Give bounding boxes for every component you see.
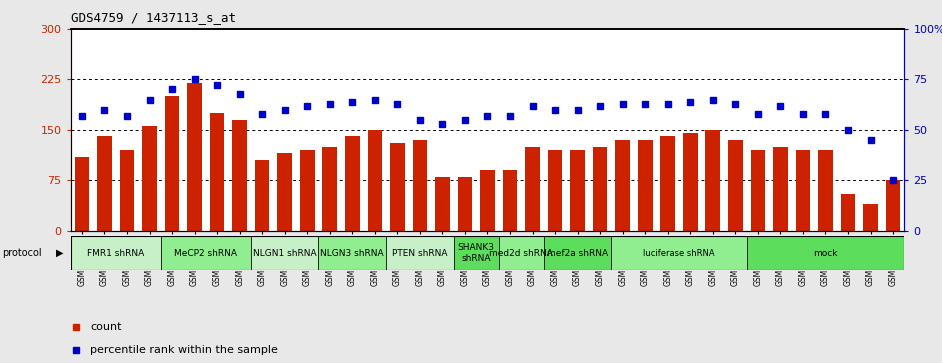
Bar	[503, 170, 517, 231]
Bar	[367, 130, 382, 231]
Text: percentile rank within the sample: percentile rank within the sample	[90, 345, 278, 355]
Bar	[706, 130, 720, 231]
Bar	[863, 204, 878, 231]
Bar	[458, 177, 472, 231]
Text: mef2a shRNA: mef2a shRNA	[547, 249, 609, 258]
Text: SHANK3
shRNA: SHANK3 shRNA	[458, 244, 495, 263]
Bar	[547, 150, 562, 231]
Bar	[161, 236, 251, 270]
Bar	[747, 236, 904, 270]
Text: protocol: protocol	[2, 248, 41, 258]
Bar	[233, 120, 247, 231]
Bar	[435, 177, 449, 231]
Bar	[796, 150, 810, 231]
Text: count: count	[90, 322, 122, 333]
Text: PTEN shRNA: PTEN shRNA	[392, 249, 447, 258]
Bar	[638, 140, 653, 231]
Bar	[526, 147, 540, 231]
Bar	[751, 150, 765, 231]
Bar	[210, 113, 224, 231]
Text: ▶: ▶	[56, 248, 63, 258]
Bar	[615, 140, 630, 231]
Text: MeCP2 shRNA: MeCP2 shRNA	[174, 249, 237, 258]
Bar	[120, 150, 135, 231]
Bar	[454, 236, 498, 270]
Bar	[277, 153, 292, 231]
Bar	[773, 147, 788, 231]
Text: GDS4759 / 1437113_s_at: GDS4759 / 1437113_s_at	[71, 11, 236, 24]
Bar	[390, 143, 405, 231]
Bar	[142, 126, 156, 231]
Text: NLGN1 shRNA: NLGN1 shRNA	[252, 249, 317, 258]
Text: NLGN3 shRNA: NLGN3 shRNA	[320, 249, 384, 258]
Bar	[386, 236, 454, 270]
Bar	[480, 170, 495, 231]
Text: luciferase shRNA: luciferase shRNA	[643, 249, 715, 258]
Bar	[251, 236, 318, 270]
Bar	[840, 193, 855, 231]
Text: mock: mock	[813, 249, 837, 258]
Bar	[885, 180, 901, 231]
Text: FMR1 shRNA: FMR1 shRNA	[87, 249, 144, 258]
Bar	[660, 136, 675, 231]
Bar	[300, 150, 315, 231]
Text: med2d shRNA: med2d shRNA	[489, 249, 553, 258]
Bar	[683, 133, 698, 231]
Bar	[570, 150, 585, 231]
Bar	[71, 236, 161, 270]
Bar	[345, 136, 360, 231]
Bar	[498, 236, 544, 270]
Bar	[74, 156, 89, 231]
Bar	[593, 147, 608, 231]
Bar	[187, 83, 202, 231]
Bar	[728, 140, 742, 231]
Bar	[318, 236, 386, 270]
Bar	[819, 150, 833, 231]
Bar	[611, 236, 747, 270]
Bar	[165, 96, 179, 231]
Bar	[97, 136, 112, 231]
Bar	[544, 236, 611, 270]
Bar	[413, 140, 428, 231]
Bar	[255, 160, 269, 231]
Bar	[322, 147, 337, 231]
